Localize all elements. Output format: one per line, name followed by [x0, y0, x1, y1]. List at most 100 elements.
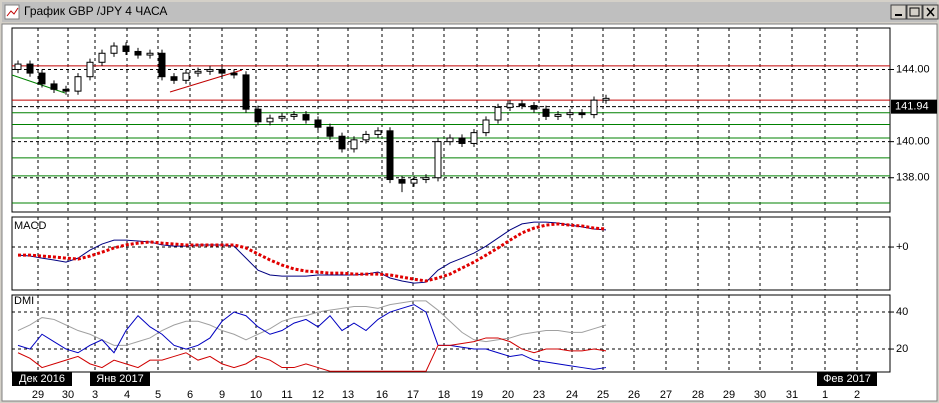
- candle-body: [62, 88, 70, 92]
- candle-body: [230, 72, 238, 76]
- window-title: График GBP /JPY 4 ЧАСА: [24, 4, 167, 18]
- y-tick-label: 140.00: [896, 136, 930, 148]
- current-price-box: [891, 99, 937, 114]
- candle-body: [590, 99, 598, 116]
- panel-title: DMI: [14, 295, 34, 307]
- candle-body: [182, 72, 190, 81]
- candle-body: [410, 179, 418, 184]
- month-label: Дек 2016: [19, 373, 65, 385]
- panel-title: MACD: [14, 220, 46, 232]
- candle-body: [98, 52, 106, 63]
- month-label-box: [12, 372, 72, 386]
- candle-body: [386, 130, 394, 181]
- x-tick-label: 17: [407, 389, 419, 401]
- candle-body: [542, 108, 550, 117]
- candle-body: [362, 133, 370, 141]
- candle-body: [350, 139, 358, 150]
- x-tick-label: 10: [250, 389, 262, 401]
- price-panel: [11, 27, 891, 213]
- candle-body: [374, 130, 382, 135]
- candle-body: [326, 126, 334, 137]
- candle-body: [506, 103, 514, 108]
- x-tick-label: 26: [628, 389, 640, 401]
- month-label-box: [817, 372, 877, 386]
- candle-body: [218, 68, 226, 74]
- macd-panel: [11, 216, 891, 291]
- x-tick-label: 9: [219, 389, 225, 401]
- y-tick-label: 20: [896, 343, 908, 355]
- y-tick-label: 144.00: [896, 63, 930, 75]
- candle-body: [446, 137, 454, 143]
- x-tick-label: 18: [438, 389, 450, 401]
- candle-body: [302, 114, 310, 121]
- x-tick-label: 2: [854, 389, 860, 401]
- dmi-panel: [11, 294, 891, 373]
- candle-body: [110, 45, 118, 54]
- candle-body: [566, 112, 574, 116]
- candle-body: [494, 106, 502, 121]
- month-label: Фев 2017: [823, 373, 871, 385]
- candle-body: [554, 114, 562, 117]
- candle-body: [458, 137, 466, 144]
- x-tick-label: 3: [92, 389, 98, 401]
- title-bar: [2, 2, 937, 22]
- current-price-label: 141.94: [895, 101, 929, 113]
- candle-body: [470, 132, 478, 144]
- candle-body: [170, 76, 178, 81]
- maximize-button[interactable]: [906, 4, 923, 20]
- candle-body: [518, 103, 526, 107]
- x-tick-label: 20: [502, 389, 514, 401]
- x-tick-label: 25: [597, 389, 609, 401]
- candle-body: [602, 97, 610, 101]
- maximize-glyph: [909, 7, 920, 17]
- candle-body: [338, 135, 346, 150]
- candle-body: [422, 177, 430, 181]
- x-tick-label: 31: [786, 389, 798, 401]
- x-tick-label: 6: [187, 389, 193, 401]
- close-glyph: [926, 7, 935, 17]
- candle-body: [38, 72, 46, 85]
- indicator-line: [17, 300, 607, 346]
- x-tick-label: 1: [822, 389, 828, 401]
- y-tick-label: +0: [896, 241, 909, 253]
- candle-body: [134, 50, 142, 56]
- x-tick-label: 13: [342, 389, 354, 401]
- x-tick-label: 19: [471, 389, 483, 401]
- candle-body: [314, 119, 322, 128]
- candle-body: [278, 115, 286, 119]
- candle-body: [578, 112, 586, 116]
- candle-body: [290, 114, 298, 117]
- indicator-line: [18, 222, 607, 283]
- candle-body: [26, 63, 34, 74]
- x-tick-label: 12: [312, 389, 324, 401]
- x-tick-label: 5: [155, 389, 161, 401]
- candle-body: [530, 105, 538, 110]
- candle-body: [242, 74, 250, 110]
- candle-body: [122, 45, 130, 52]
- window-icon-glyph: [6, 7, 19, 17]
- y-tick-label: 138.00: [896, 172, 930, 184]
- candle-body: [266, 117, 274, 123]
- candle-body: [86, 61, 94, 78]
- x-tick-label: 11: [281, 389, 292, 401]
- x-tick-label: 24: [566, 389, 578, 401]
- candle-body: [158, 52, 166, 78]
- x-tick-label: 27: [660, 389, 672, 401]
- window-buttons: [890, 4, 939, 20]
- candle-body: [50, 83, 58, 90]
- month-label-box: [90, 372, 150, 386]
- candle-body: [14, 63, 22, 70]
- candle-body: [146, 52, 154, 56]
- indicator-line: [17, 304, 607, 370]
- trend-line: [169, 69, 243, 93]
- candle-body: [254, 108, 262, 123]
- x-tick-label: 4: [124, 389, 130, 401]
- x-tick-label: 23: [533, 389, 545, 401]
- x-tick-label: 28: [692, 389, 704, 401]
- minimize-button[interactable]: [890, 4, 907, 20]
- candle-body: [206, 68, 214, 72]
- candle-body: [74, 76, 82, 92]
- indicator-line: [17, 337, 607, 372]
